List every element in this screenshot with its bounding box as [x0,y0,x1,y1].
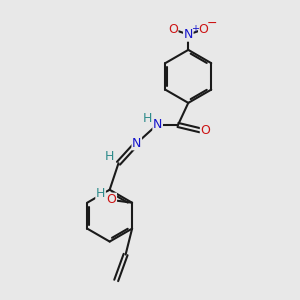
Text: N: N [153,118,162,131]
Text: +: + [191,24,199,34]
Text: −: − [207,17,218,30]
Text: H: H [142,112,152,125]
Text: N: N [184,28,193,41]
Text: O: O [106,193,116,206]
Text: H: H [96,187,105,200]
Text: O: O [200,124,210,137]
Text: H: H [104,150,114,163]
Text: O: O [168,23,178,36]
Text: O: O [199,23,208,36]
Text: N: N [132,137,141,150]
